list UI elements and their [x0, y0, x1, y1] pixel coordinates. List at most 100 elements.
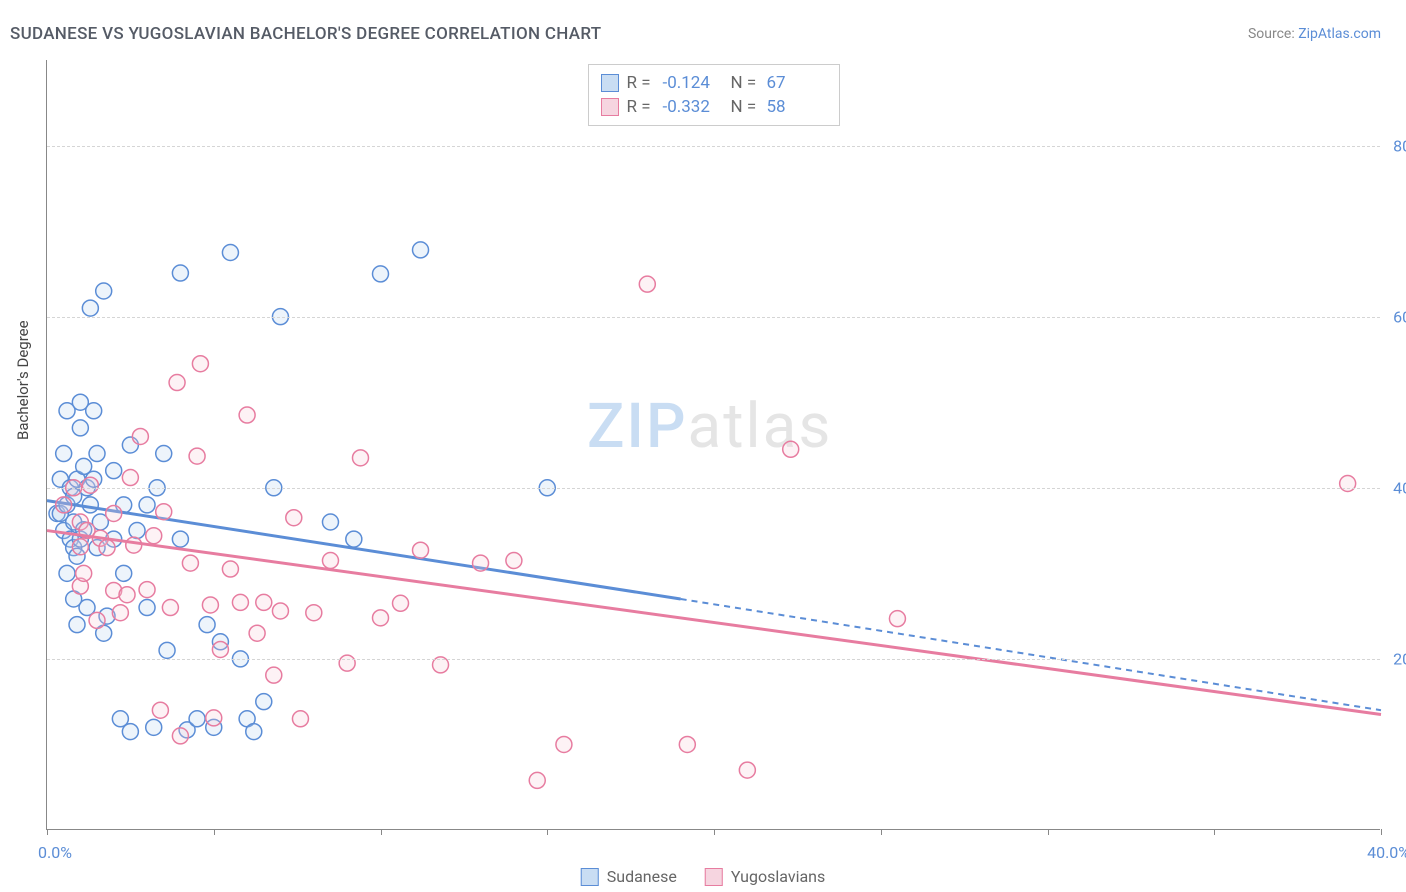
scatter-point	[339, 655, 355, 671]
x-tick	[214, 829, 215, 835]
scatter-point	[256, 694, 272, 710]
plot-area: ZIPatlas R =-0.124N =67R =-0.332N =58 20…	[46, 60, 1380, 830]
scatter-point	[56, 497, 72, 513]
scatter-point	[322, 553, 338, 569]
scatter-point	[76, 565, 92, 581]
scatter-point	[156, 446, 172, 462]
scatter-point	[56, 446, 72, 462]
x-tick	[381, 829, 382, 835]
scatter-point	[639, 276, 655, 292]
scatter-point	[86, 403, 102, 419]
scatter-point	[189, 711, 205, 727]
scatter-point	[172, 728, 188, 744]
grid-line	[47, 659, 1380, 660]
scatter-point	[292, 711, 308, 727]
scatter-point	[82, 497, 98, 513]
scatter-point	[146, 719, 162, 735]
scatter-point	[146, 528, 162, 544]
scatter-point	[159, 642, 175, 658]
scatter-point	[169, 375, 185, 391]
legend-n-label: N =	[731, 73, 759, 93]
scatter-point	[222, 561, 238, 577]
legend-r-value: -0.124	[663, 73, 723, 93]
legend-n-label: N =	[731, 97, 759, 117]
scatter-point	[192, 356, 208, 372]
x-tick-label-max: 40.0%	[1367, 843, 1406, 862]
legend-item: Yugoslavians	[705, 867, 825, 886]
y-tick-label: 40.0%	[1393, 478, 1406, 497]
scatter-point	[172, 265, 188, 281]
legend-r-label: R =	[627, 97, 655, 117]
chart-title: SUDANESE VS YUGOSLAVIAN BACHELOR'S DEGRE…	[10, 24, 601, 44]
scatter-point	[162, 600, 178, 616]
source-link[interactable]: ZipAtlas.com	[1298, 26, 1381, 42]
scatter-point	[272, 603, 288, 619]
scatter-point	[266, 667, 282, 683]
x-tick	[881, 829, 882, 835]
scatter-point	[212, 641, 228, 657]
scatter-point	[679, 736, 695, 752]
x-tick	[1214, 829, 1215, 835]
scatter-point	[156, 504, 172, 520]
scatter-point	[69, 617, 85, 633]
scatter-point	[473, 555, 489, 571]
grid-line	[47, 488, 1380, 489]
legend-stats-row: R =-0.332N =58	[601, 95, 827, 119]
grid-line	[47, 317, 1380, 318]
scatter-point	[106, 463, 122, 479]
scatter-point	[306, 605, 322, 621]
scatter-point	[506, 553, 522, 569]
legend-swatch	[601, 98, 619, 116]
y-tick-label: 60.0%	[1393, 307, 1406, 326]
legend-stats: R =-0.124N =67R =-0.332N =58	[588, 64, 840, 126]
scatter-point	[112, 605, 128, 621]
scatter-point	[72, 539, 88, 555]
scatter-point	[322, 514, 338, 530]
source-label: Source:	[1248, 26, 1298, 42]
legend-n-value: 58	[767, 97, 827, 117]
scatter-point	[286, 510, 302, 526]
scatter-point	[172, 531, 188, 547]
legend-item: Sudanese	[581, 867, 677, 886]
scatter-point	[72, 420, 88, 436]
scatter-point	[346, 531, 362, 547]
legend-swatch	[581, 868, 599, 886]
scatter-point	[139, 497, 155, 513]
scatter-point	[222, 245, 238, 261]
scatter-point	[99, 540, 115, 556]
legend-bottom: Sudanese Yugoslavians	[581, 867, 826, 886]
scatter-point	[202, 597, 218, 613]
legend-swatch	[705, 868, 723, 886]
scatter-point	[129, 523, 145, 539]
scatter-point	[119, 587, 135, 603]
legend-swatch	[601, 74, 619, 92]
x-tick-label-min: 0.0%	[38, 843, 72, 862]
scatter-point	[249, 625, 265, 641]
scatter-point	[413, 542, 429, 558]
y-axis-label: Bachelor's Degree	[14, 320, 32, 440]
scatter-point	[82, 300, 98, 316]
scatter-point	[96, 283, 112, 299]
x-tick	[714, 829, 715, 835]
x-tick	[1381, 829, 1382, 835]
scatter-point	[199, 617, 215, 633]
trend-line-dashed	[681, 599, 1381, 710]
scatter-point	[89, 446, 105, 462]
scatter-point	[783, 441, 799, 457]
y-tick-label: 20.0%	[1393, 649, 1406, 668]
scatter-point	[122, 470, 138, 486]
scatter-point	[59, 565, 75, 581]
legend-n-value: 67	[767, 73, 827, 93]
trend-line	[47, 531, 1381, 715]
scatter-point	[189, 448, 205, 464]
legend-r-label: R =	[627, 73, 655, 93]
x-tick	[47, 829, 48, 835]
x-tick	[547, 829, 548, 835]
scatter-point	[739, 762, 755, 778]
scatter-point	[413, 242, 429, 258]
chart-container: SUDANESE VS YUGOSLAVIAN BACHELOR'S DEGRE…	[0, 0, 1406, 892]
scatter-point	[246, 724, 262, 740]
grid-line	[47, 146, 1380, 147]
legend-series-label: Yugoslavians	[731, 867, 825, 886]
scatter-point	[529, 772, 545, 788]
